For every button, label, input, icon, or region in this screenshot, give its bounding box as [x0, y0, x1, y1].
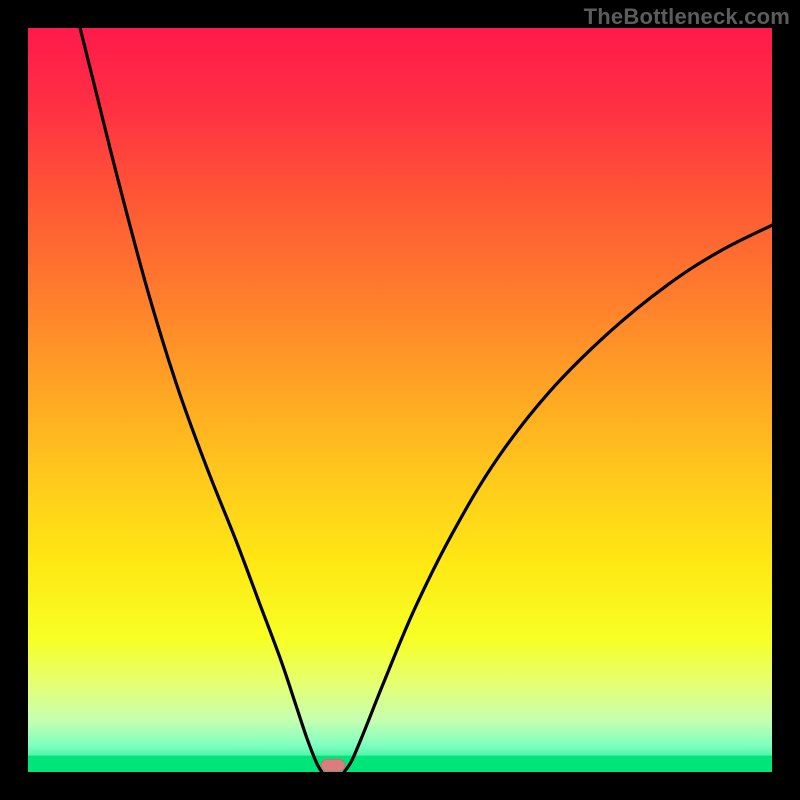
optimal-band	[28, 756, 772, 772]
bottleneck-chart-svg	[0, 0, 800, 800]
watermark-text: TheBottleneck.com	[584, 4, 790, 30]
chart-background	[28, 28, 772, 772]
chart-container: TheBottleneck.com	[0, 0, 800, 800]
optimal-marker	[321, 759, 345, 771]
